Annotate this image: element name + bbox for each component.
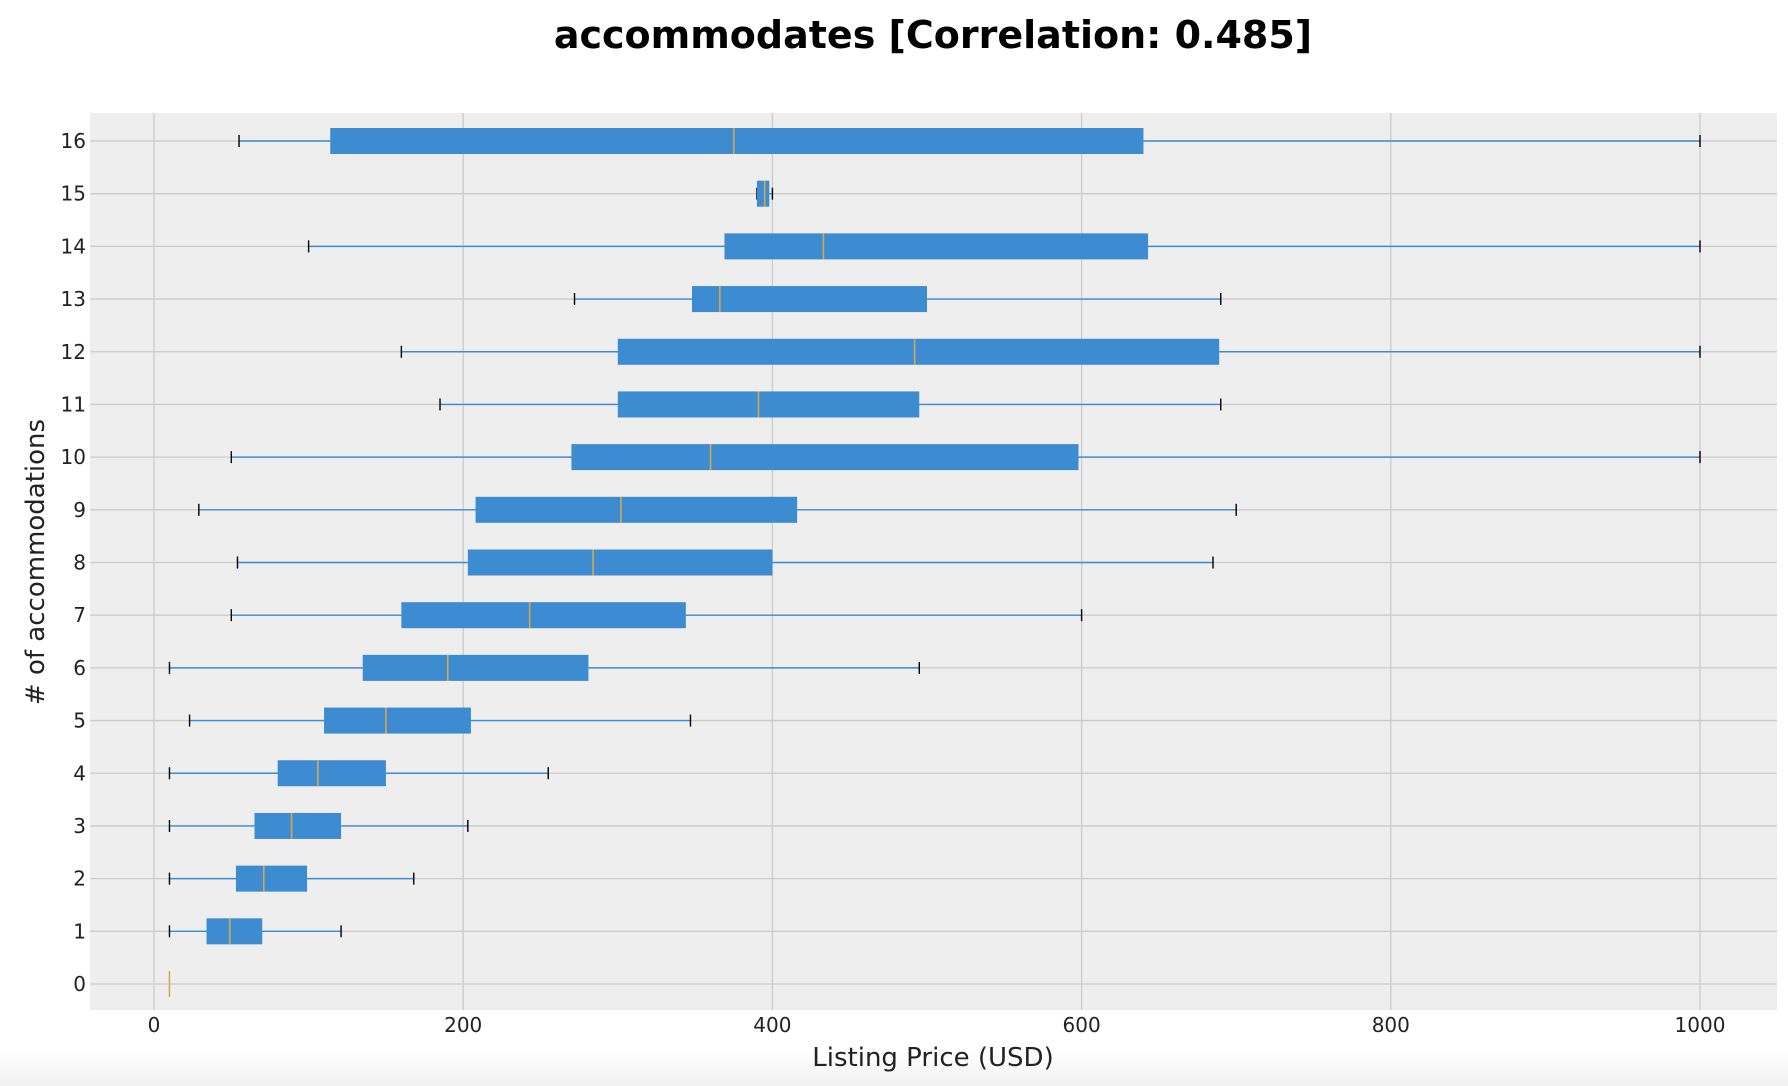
y-tick-label: 12 (61, 340, 86, 364)
box-1 (168, 918, 342, 945)
y-tick-label: 14 (61, 234, 86, 258)
box-body (756, 180, 770, 207)
box-body (401, 602, 686, 629)
chart-title: accommodates [Correlation: 0.485] (554, 13, 1312, 57)
box-body (724, 233, 1149, 260)
box-body (571, 444, 1079, 471)
x-tick-label: 400 (753, 1013, 791, 1037)
y-tick-label: 8 (73, 551, 86, 575)
y-tick-label: 4 (73, 761, 86, 785)
box-body (362, 654, 589, 681)
box-3 (168, 812, 469, 839)
y-tick-label: 13 (61, 287, 86, 311)
box-body (324, 707, 471, 734)
box-body (254, 812, 342, 839)
x-axis-label: Listing Price (USD) (812, 1043, 1053, 1073)
box-body (467, 549, 773, 576)
box-body (617, 391, 920, 418)
y-tick-label: 5 (73, 709, 86, 733)
box-layer (168, 128, 1701, 997)
box-11 (439, 391, 1222, 418)
box-12 (400, 338, 1701, 365)
box-body (277, 760, 386, 787)
plot-area (90, 113, 1777, 1010)
box-body (235, 865, 308, 892)
y-tick-label: 1 (73, 919, 86, 943)
y-tick-label: 9 (73, 498, 86, 522)
y-tick-label: 0 (73, 972, 86, 996)
x-tick-label: 600 (1063, 1013, 1101, 1037)
box-6 (168, 654, 920, 681)
box-body (692, 286, 927, 313)
y-tick-label: 7 (73, 603, 86, 627)
box-13 (573, 286, 1222, 313)
box-10 (230, 444, 1701, 471)
x-tick-label: 800 (1372, 1013, 1410, 1037)
y-tick-label: 15 (61, 182, 86, 206)
x-tick-labels: 0 200 400 600 800 1000 (148, 1013, 1726, 1037)
y-tick-label: 11 (61, 392, 86, 416)
box-2 (168, 865, 415, 892)
y-tick-label: 2 (73, 867, 86, 891)
y-tick-label: 6 (73, 656, 86, 680)
box-7 (230, 602, 1083, 629)
box-16 (238, 128, 1701, 154)
y-tick-label: 10 (61, 445, 86, 469)
box-body (330, 128, 1144, 154)
box-body (617, 338, 1220, 365)
box-body (475, 496, 798, 523)
box-8 (236, 549, 1214, 576)
box-body (206, 918, 263, 945)
x-tick-label: 1000 (1675, 1013, 1726, 1037)
box-5 (188, 707, 692, 734)
box-14 (307, 233, 1701, 260)
box-9 (198, 496, 1237, 523)
box-15 (756, 180, 774, 207)
x-tick-label: 0 (148, 1013, 161, 1037)
y-tick-label: 3 (73, 814, 86, 838)
y-tick-label: 16 (61, 129, 86, 153)
y-axis-label: # of accommodations (21, 419, 51, 705)
box-4 (168, 760, 549, 787)
x-tick-label: 200 (444, 1013, 482, 1037)
